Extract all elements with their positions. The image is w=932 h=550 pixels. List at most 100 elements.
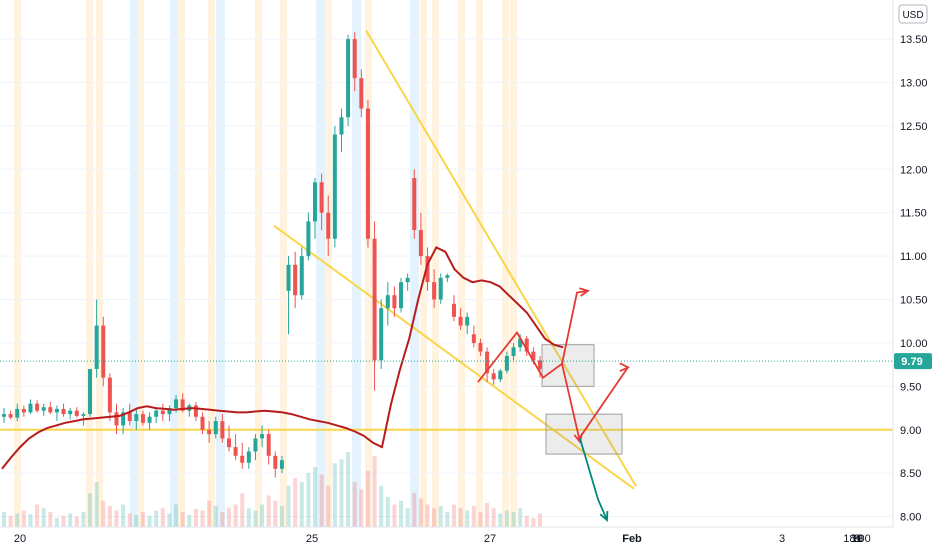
y-tick-label: 8.00 — [900, 512, 921, 524]
x-tick-label: 12 — [851, 533, 863, 545]
candle — [458, 308, 463, 330]
volume-bar — [273, 500, 278, 527]
candle — [498, 368, 503, 383]
candle — [432, 269, 437, 309]
session-band — [137, 0, 144, 527]
candle — [167, 405, 172, 422]
candle — [48, 401, 53, 415]
moving-average-line — [1, 246, 564, 470]
volume-bar — [220, 512, 225, 527]
candle — [2, 408, 6, 423]
volume-bar — [94, 482, 99, 527]
volume-bar — [213, 506, 218, 527]
volume-bar — [432, 508, 437, 527]
price-scale-background[interactable] — [893, 0, 932, 527]
session-band — [432, 0, 439, 527]
candle — [213, 416, 218, 439]
volume-bar — [8, 515, 13, 527]
candle — [319, 173, 324, 231]
y-tick-label: 9.50 — [900, 381, 921, 393]
volume-bar — [180, 512, 185, 527]
volume-bar — [352, 482, 357, 527]
volume-bar — [207, 500, 212, 527]
volume-bar — [332, 463, 337, 527]
volume-bar — [226, 507, 231, 527]
y-tick-label: 11.00 — [900, 251, 927, 263]
candle — [293, 251, 298, 309]
projection-arrow-up-high — [561, 287, 591, 364]
volume-bar — [41, 508, 46, 527]
trendline-drawings[interactable] — [273, 29, 637, 490]
volume-bar — [114, 510, 119, 527]
x-tick-label: Feb — [622, 533, 642, 545]
candle — [101, 316, 106, 387]
candle — [504, 351, 509, 374]
projection-arrows[interactable] — [477, 287, 631, 522]
volume-bar — [471, 506, 476, 527]
y-tick-label: 12.50 — [900, 121, 928, 133]
candle — [425, 247, 430, 291]
volume-bar — [160, 508, 165, 527]
x-tick-label: 25 — [306, 533, 318, 545]
volume-bar — [154, 510, 159, 527]
volume-bar — [319, 474, 324, 527]
candle — [233, 434, 238, 461]
y-tick-label: 10.50 — [900, 295, 928, 307]
candle — [160, 403, 165, 422]
candle — [451, 295, 456, 322]
volume-bar — [167, 513, 172, 527]
volume-bar — [379, 485, 384, 527]
candle — [352, 32, 357, 92]
candle — [260, 425, 265, 448]
session-band — [255, 0, 262, 527]
candle — [147, 412, 152, 430]
volume-bar — [511, 512, 516, 527]
candle — [21, 405, 26, 417]
volume-bar — [339, 459, 344, 527]
volume-bar — [491, 508, 496, 527]
x-tick-label: 3 — [779, 533, 785, 545]
volume-bar — [240, 493, 245, 527]
candle — [465, 312, 470, 335]
session-band — [476, 0, 483, 527]
volume-bar — [28, 514, 33, 527]
candle — [326, 195, 331, 257]
candle — [399, 277, 404, 313]
volume-bar — [35, 504, 40, 527]
volume-bar — [127, 513, 132, 527]
candle — [306, 212, 311, 261]
volume-bar — [359, 489, 364, 527]
volume-bar — [531, 518, 536, 527]
session-band — [86, 0, 93, 527]
session-band — [96, 0, 103, 527]
current-price-tag: 9.79 — [894, 353, 932, 370]
volume-bar — [485, 503, 490, 527]
volume-bar — [81, 512, 86, 527]
volume-bar — [187, 515, 192, 527]
volume-bar — [134, 515, 139, 527]
volume-bar — [147, 515, 152, 527]
candle — [220, 414, 225, 443]
candle — [524, 335, 529, 356]
currency-button[interactable]: USD — [898, 4, 928, 24]
candle — [200, 412, 205, 435]
time-scale-background[interactable] — [0, 527, 932, 550]
volume-bar — [326, 485, 331, 527]
candles — [2, 32, 542, 478]
volume-bar — [451, 504, 456, 527]
x-tick-label: 27 — [484, 533, 496, 545]
candle — [471, 325, 476, 348]
candle — [8, 410, 13, 420]
candle — [279, 455, 284, 474]
volume-bar — [286, 485, 291, 527]
volume-bar — [385, 497, 390, 527]
y-tick-label: 10.00 — [900, 338, 928, 350]
volume-bar — [518, 508, 523, 527]
session-band — [420, 0, 427, 527]
volume-bar — [346, 452, 351, 527]
volume-bar — [465, 510, 470, 527]
session-band — [325, 0, 332, 527]
x-tick-label: 11 — [851, 533, 862, 545]
volume-bars — [2, 452, 542, 527]
